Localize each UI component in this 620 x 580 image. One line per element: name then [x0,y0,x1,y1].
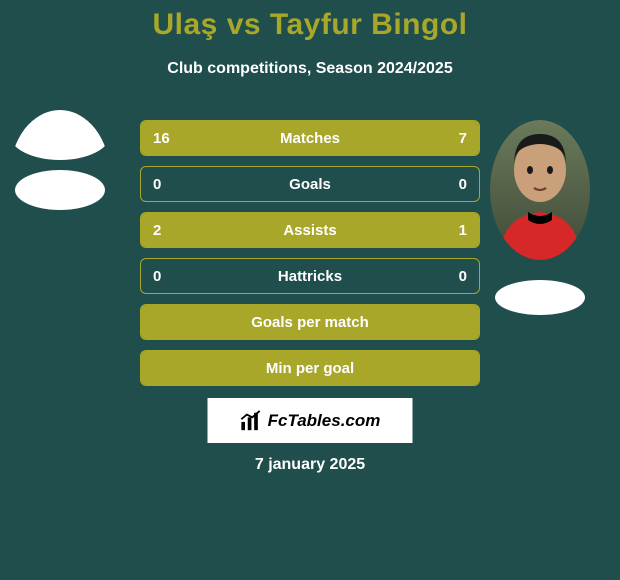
placeholder-ellipse [15,170,105,210]
stat-value-left: 0 [153,176,161,193]
stat-row: Goals per match [140,304,480,340]
player-left-avatar [10,110,110,240]
date-text: 7 january 2025 [0,456,620,474]
comparison-card: Ulaş vs Tayfur Bingol Club competitions,… [0,0,620,580]
stat-value-right: 0 [459,176,467,193]
subtitle: Club competitions, Season 2024/2025 [0,60,620,78]
stat-row: Goals 0 0 [140,166,480,202]
stat-value-left: 16 [153,130,170,147]
chart-icon [240,410,262,432]
brand-badge: FcTables.com [208,398,413,443]
placeholder-ellipse [10,110,110,160]
stat-label: Hattricks [278,268,342,285]
stats-panel: Matches167Goals00Assists21Hattricks00Goa… [140,120,480,396]
player-portrait-icon [490,120,590,260]
stat-label: Goals [289,176,331,193]
page-title: Ulaş vs Tayfur Bingol [0,8,620,42]
player-right-avatar [490,120,590,260]
avatar-shadow [495,280,585,315]
stat-value-right: 7 [459,130,467,147]
stat-row: Matches 16 7 [140,120,480,156]
stat-label: Min per goal [266,360,354,377]
stat-value-left: 2 [153,222,161,239]
brand-text: FcTables.com [268,411,381,431]
stat-value-right: 0 [459,268,467,285]
stat-label: Assists [283,222,336,239]
stat-row: Hattricks 0 0 [140,258,480,294]
stat-value-left: 0 [153,268,161,285]
stat-label: Matches [280,130,340,147]
stat-label: Goals per match [251,314,369,331]
stat-row: Min per goal [140,350,480,386]
stat-row: Assists 2 1 [140,212,480,248]
stat-value-right: 1 [459,222,467,239]
